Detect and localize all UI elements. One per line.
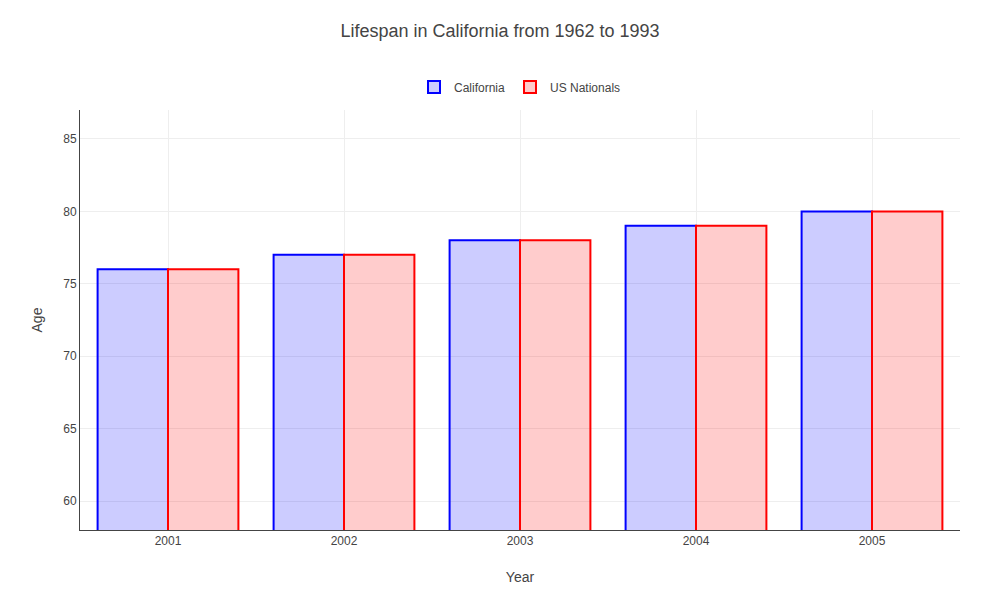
svg-text:65: 65	[63, 422, 77, 436]
svg-text:2005: 2005	[859, 534, 886, 548]
svg-text:2004: 2004	[683, 534, 710, 548]
svg-text:85: 85	[63, 132, 77, 146]
svg-text:2003: 2003	[507, 534, 534, 548]
svg-text:75: 75	[63, 277, 77, 291]
svg-text:2002: 2002	[331, 534, 358, 548]
svg-text:Year: Year	[506, 569, 535, 585]
svg-text:70: 70	[63, 349, 77, 363]
svg-text:US Nationals: US Nationals	[550, 81, 620, 95]
svg-text:California: California	[454, 81, 505, 95]
svg-text:2001: 2001	[155, 534, 182, 548]
svg-text:60: 60	[63, 494, 77, 508]
svg-text:Lifespan in California from 19: Lifespan in California from 1962 to 1993	[340, 21, 659, 41]
svg-text:Age: Age	[29, 307, 45, 332]
svg-text:80: 80	[63, 205, 77, 219]
